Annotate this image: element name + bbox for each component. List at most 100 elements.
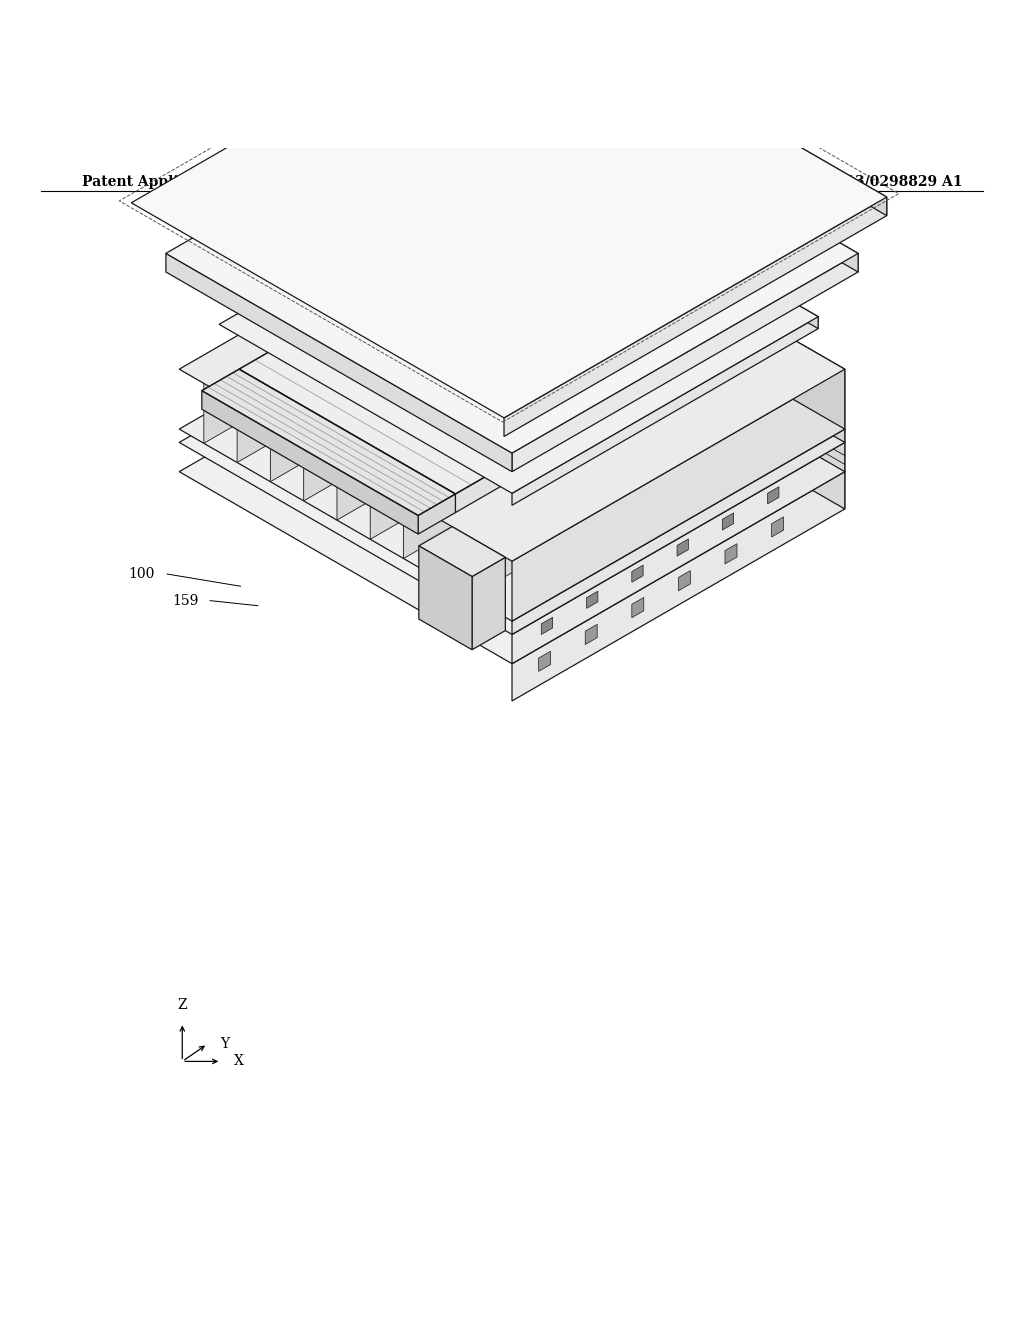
Polygon shape bbox=[419, 546, 472, 649]
Text: 141: 141 bbox=[617, 454, 644, 469]
Polygon shape bbox=[512, 370, 845, 622]
Text: 131: 131 bbox=[609, 384, 636, 399]
Polygon shape bbox=[552, 309, 592, 358]
Polygon shape bbox=[542, 618, 553, 635]
Polygon shape bbox=[537, 191, 545, 256]
Polygon shape bbox=[337, 268, 670, 520]
Text: 115: 115 bbox=[609, 282, 636, 296]
Polygon shape bbox=[456, 302, 788, 512]
Polygon shape bbox=[238, 211, 570, 462]
Text: 142: 142 bbox=[637, 467, 664, 480]
Polygon shape bbox=[504, 197, 887, 437]
Polygon shape bbox=[179, 280, 845, 664]
Polygon shape bbox=[403, 306, 736, 558]
Polygon shape bbox=[539, 651, 551, 672]
Polygon shape bbox=[270, 230, 612, 426]
Polygon shape bbox=[470, 345, 803, 597]
Text: A: A bbox=[343, 341, 353, 355]
Polygon shape bbox=[722, 513, 733, 531]
Polygon shape bbox=[179, 251, 845, 635]
Polygon shape bbox=[803, 345, 811, 411]
Polygon shape bbox=[512, 280, 845, 510]
Polygon shape bbox=[512, 442, 845, 664]
Text: 110: 110 bbox=[371, 243, 397, 257]
Polygon shape bbox=[337, 268, 678, 465]
Polygon shape bbox=[437, 326, 778, 523]
Polygon shape bbox=[179, 238, 845, 622]
Polygon shape bbox=[512, 253, 858, 471]
Polygon shape bbox=[238, 211, 579, 408]
Polygon shape bbox=[403, 306, 745, 504]
Polygon shape bbox=[586, 624, 597, 644]
Text: Z: Z bbox=[177, 998, 187, 1012]
Polygon shape bbox=[603, 230, 612, 294]
Text: 140: 140 bbox=[637, 454, 664, 469]
Polygon shape bbox=[240, 177, 788, 494]
Polygon shape bbox=[512, 471, 845, 701]
Polygon shape bbox=[512, 238, 845, 442]
Polygon shape bbox=[179, 177, 845, 561]
Text: 600: 600 bbox=[696, 568, 723, 581]
Polygon shape bbox=[204, 191, 537, 444]
Polygon shape bbox=[371, 288, 703, 540]
Polygon shape bbox=[202, 391, 418, 535]
Text: 112: 112 bbox=[633, 294, 659, 309]
Polygon shape bbox=[632, 598, 644, 618]
Polygon shape bbox=[525, 148, 818, 329]
Polygon shape bbox=[725, 544, 737, 564]
Polygon shape bbox=[304, 249, 645, 446]
Polygon shape bbox=[670, 268, 678, 333]
Text: 111: 111 bbox=[633, 306, 659, 321]
Polygon shape bbox=[768, 487, 779, 504]
Polygon shape bbox=[219, 148, 818, 494]
Polygon shape bbox=[472, 557, 506, 649]
Text: 132: 132 bbox=[625, 397, 651, 411]
Polygon shape bbox=[587, 591, 598, 609]
Text: FIG. 16: FIG. 16 bbox=[470, 214, 554, 235]
Text: 120: 120 bbox=[650, 319, 677, 333]
Polygon shape bbox=[512, 429, 845, 635]
Text: 151: 151 bbox=[602, 494, 629, 508]
Polygon shape bbox=[371, 288, 712, 484]
Text: US 2013/0298829 A1: US 2013/0298829 A1 bbox=[799, 174, 963, 189]
Polygon shape bbox=[571, 177, 788, 321]
Polygon shape bbox=[202, 370, 456, 515]
Polygon shape bbox=[703, 288, 712, 352]
Polygon shape bbox=[677, 539, 688, 556]
Polygon shape bbox=[418, 494, 456, 535]
Text: 100: 100 bbox=[128, 568, 155, 581]
Polygon shape bbox=[131, 0, 887, 418]
Text: 500: 500 bbox=[674, 544, 700, 558]
Polygon shape bbox=[736, 306, 745, 371]
Polygon shape bbox=[512, 317, 818, 506]
Polygon shape bbox=[166, 54, 858, 453]
Text: X: X bbox=[233, 1055, 244, 1068]
Polygon shape bbox=[204, 191, 545, 388]
Polygon shape bbox=[304, 249, 637, 500]
Polygon shape bbox=[658, 214, 682, 246]
Text: Y: Y bbox=[220, 1038, 229, 1051]
Text: 121: 121 bbox=[592, 346, 618, 360]
Text: 159: 159 bbox=[172, 594, 199, 607]
Polygon shape bbox=[166, 253, 512, 471]
Text: 130: 130 bbox=[637, 391, 664, 405]
Polygon shape bbox=[596, 164, 682, 232]
Text: 150: 150 bbox=[602, 508, 629, 523]
Polygon shape bbox=[437, 326, 770, 578]
Polygon shape bbox=[514, 0, 887, 215]
Polygon shape bbox=[570, 211, 579, 276]
Text: Nov. 14, 2013  Sheet 14 of 15: Nov. 14, 2013 Sheet 14 of 15 bbox=[326, 174, 555, 189]
Polygon shape bbox=[678, 570, 690, 591]
Polygon shape bbox=[770, 326, 778, 391]
Text: 155: 155 bbox=[614, 525, 641, 539]
Polygon shape bbox=[512, 251, 845, 471]
Polygon shape bbox=[637, 249, 645, 314]
Polygon shape bbox=[512, 177, 845, 429]
Polygon shape bbox=[270, 230, 603, 482]
Polygon shape bbox=[632, 565, 643, 582]
Polygon shape bbox=[470, 345, 811, 543]
Polygon shape bbox=[419, 527, 506, 577]
Text: Patent Application Publication: Patent Application Publication bbox=[82, 174, 322, 189]
Polygon shape bbox=[571, 164, 682, 227]
Polygon shape bbox=[772, 517, 783, 537]
